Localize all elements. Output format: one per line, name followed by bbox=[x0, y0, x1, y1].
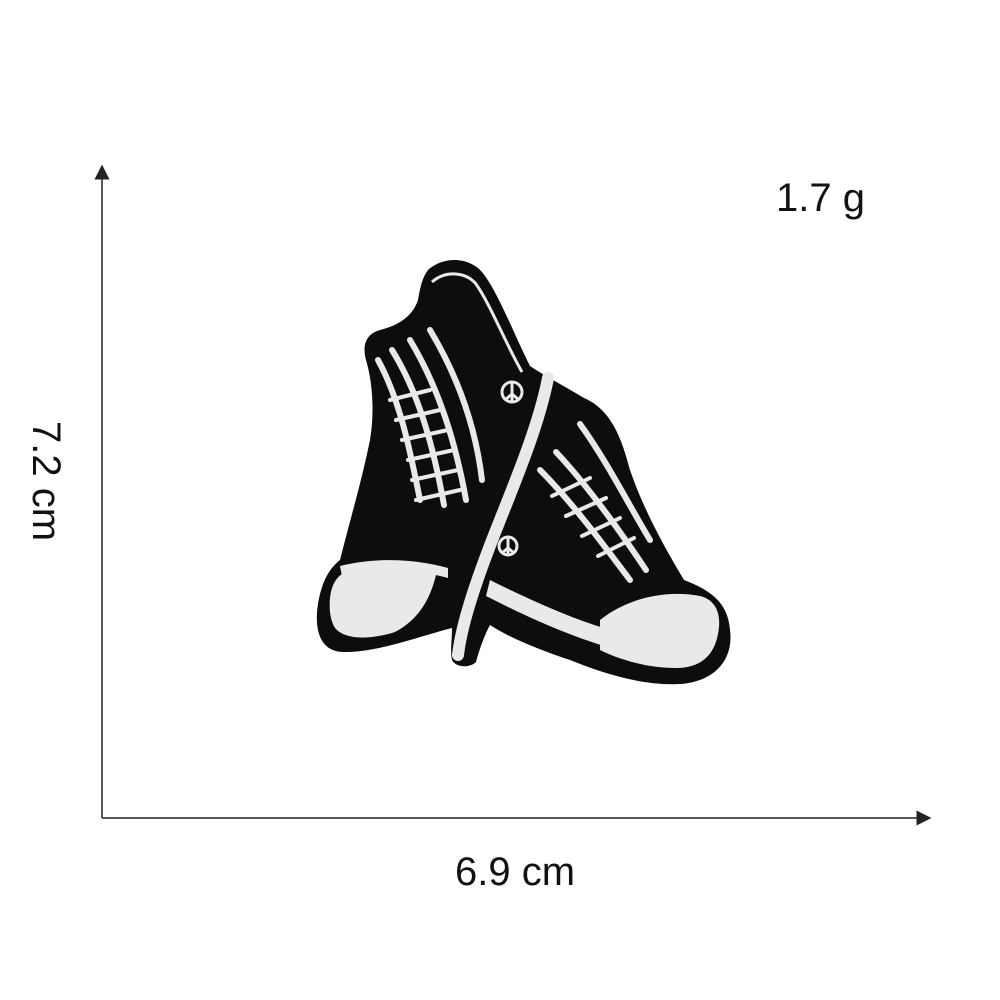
left-shoe-toe bbox=[329, 565, 436, 638]
patch-border-stitch bbox=[431, 272, 524, 373]
weight-label: 1.7 g bbox=[776, 176, 865, 220]
right-shoe-laces bbox=[537, 421, 653, 583]
left-shoe-sole bbox=[340, 560, 448, 578]
left-shoe-stitches bbox=[388, 388, 462, 502]
sneakers-embroidered-patch-icon bbox=[316, 260, 731, 685]
peace-symbol-icon bbox=[500, 380, 524, 404]
right-shoe-toe bbox=[600, 593, 720, 668]
height-label: 7.2 cm bbox=[24, 421, 68, 542]
peace-symbol-icon bbox=[497, 535, 519, 557]
left-shoe-laces bbox=[375, 327, 485, 508]
right-shoe-sole bbox=[486, 580, 610, 646]
right-shoe-stitches bbox=[550, 476, 636, 558]
width-label: 6.9 cm bbox=[455, 850, 576, 894]
center-lace bbox=[452, 372, 554, 661]
axes bbox=[94, 164, 932, 826]
